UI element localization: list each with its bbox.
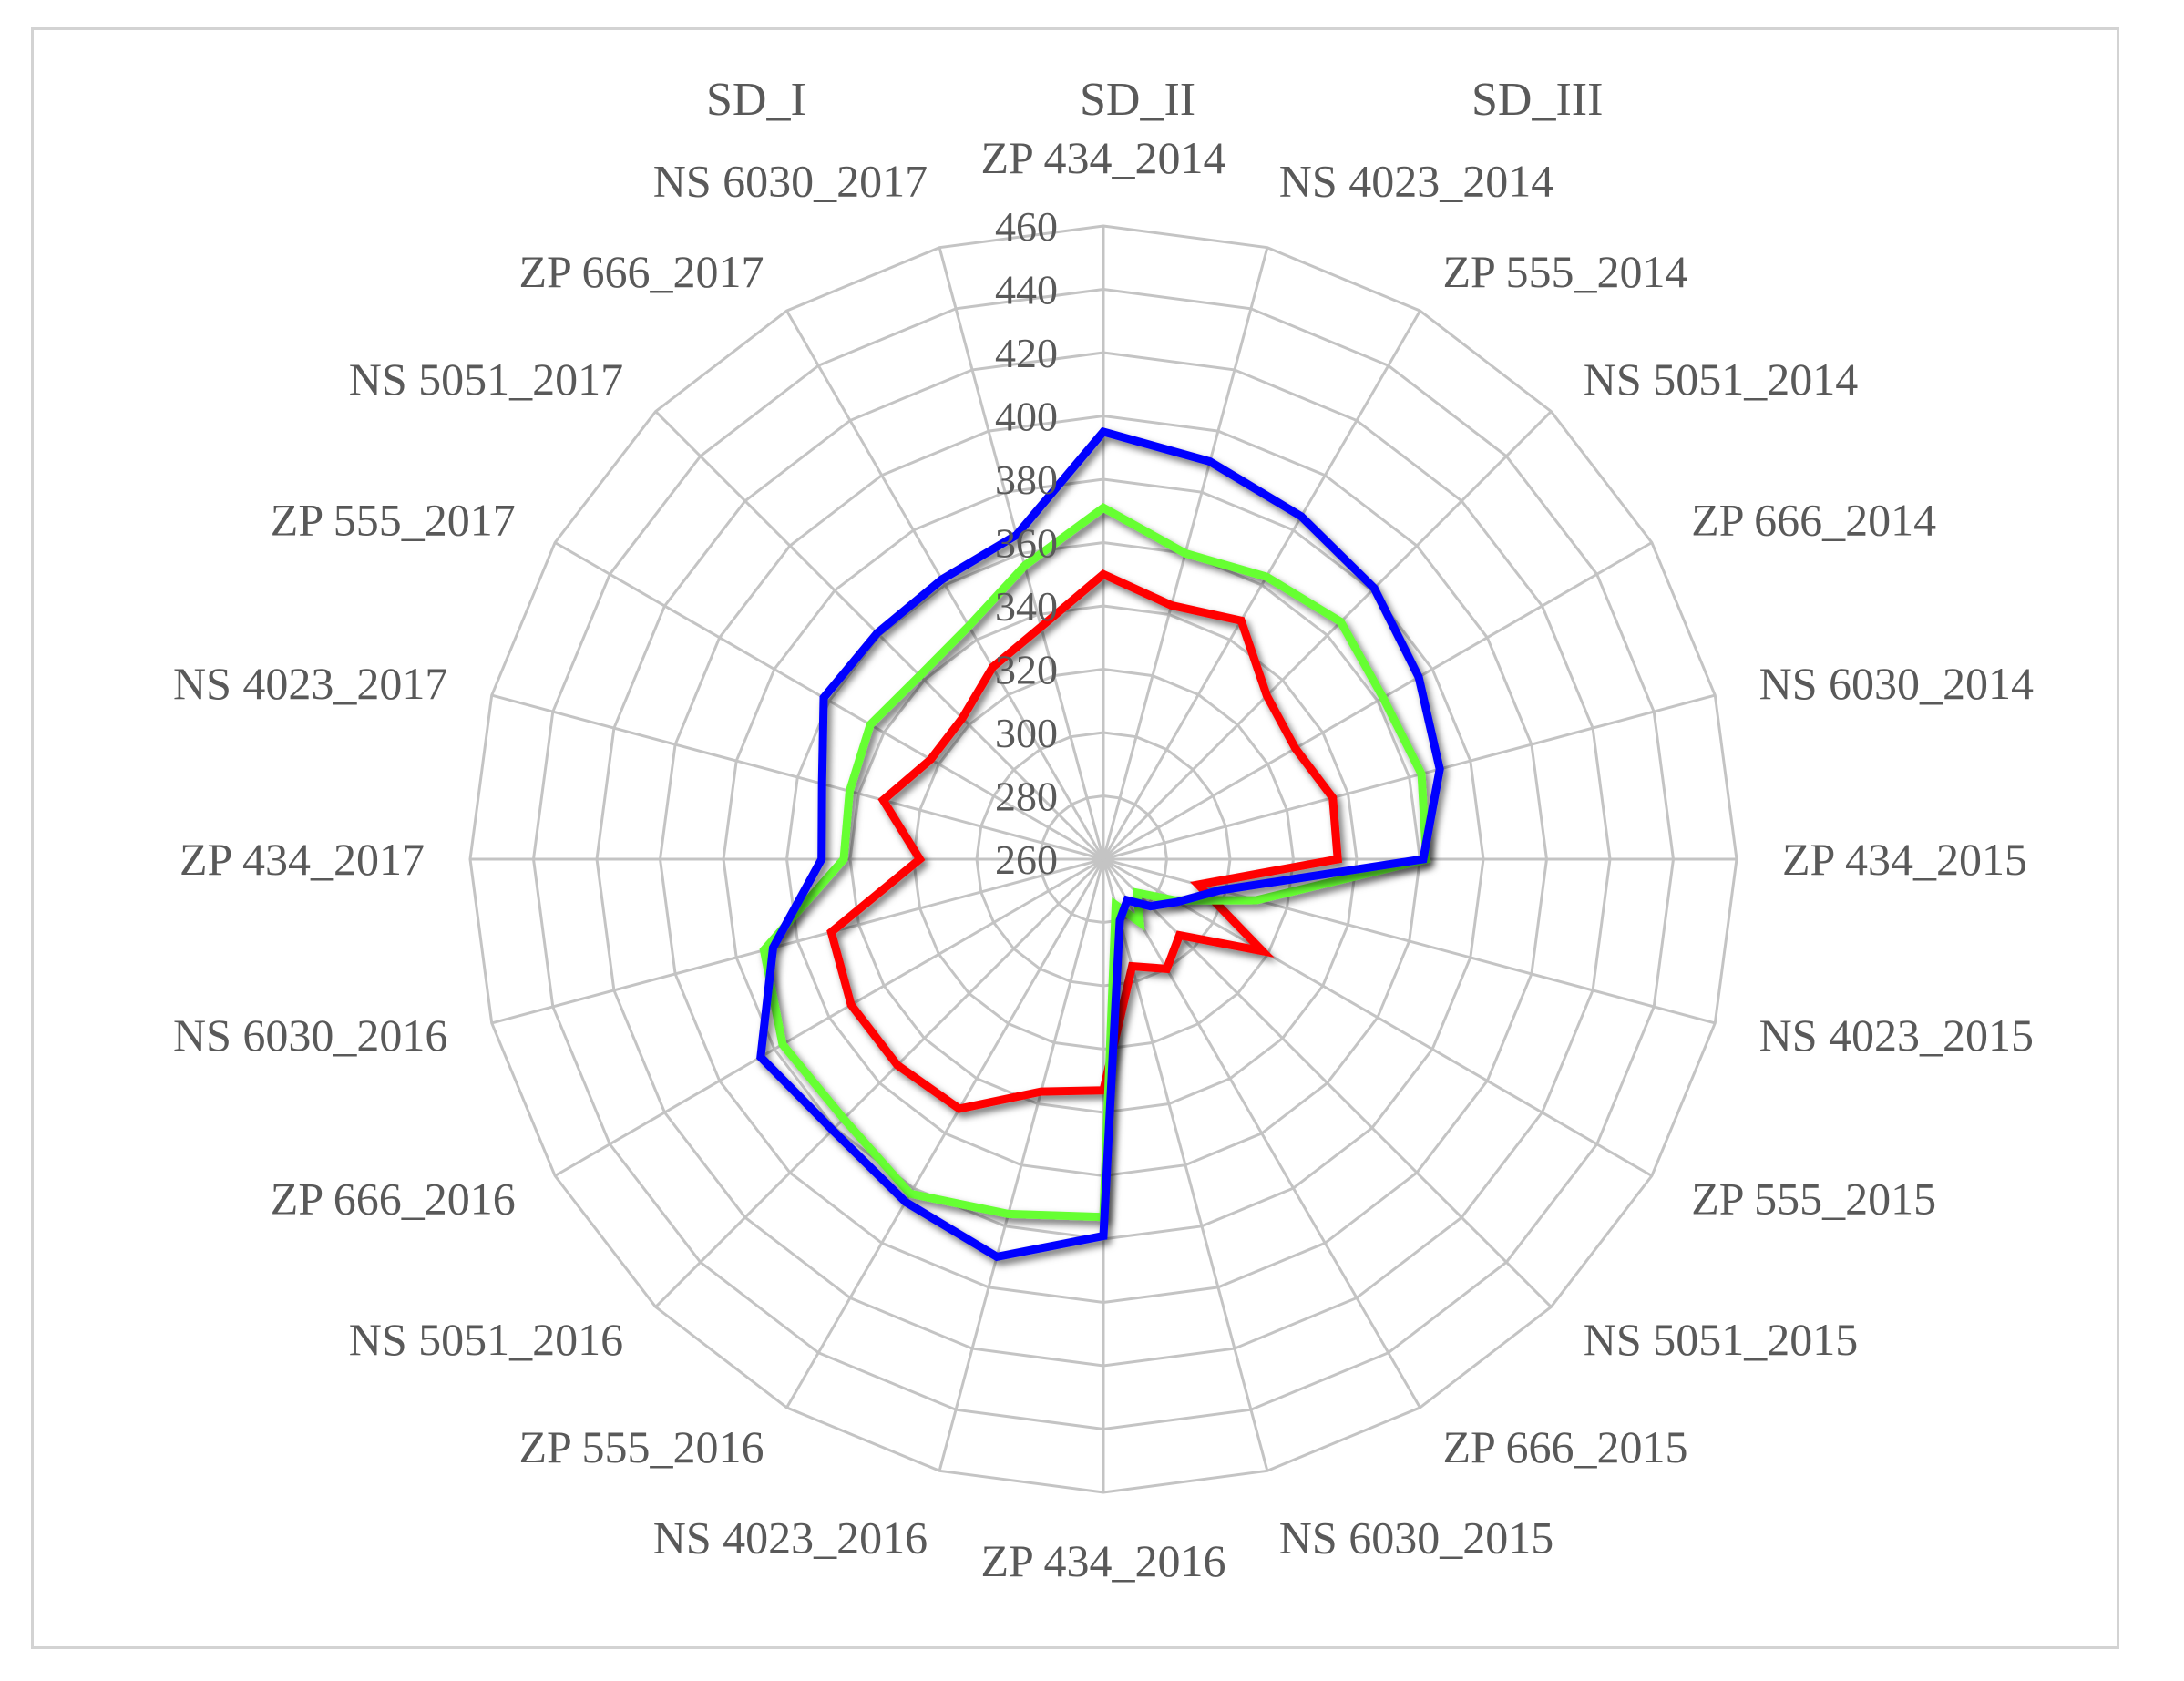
category-label: NS 4023_2016 bbox=[653, 1512, 928, 1563]
category-label: NS 4023_2015 bbox=[1759, 1010, 2034, 1061]
category-label: ZP 666_2014 bbox=[1691, 495, 1936, 546]
grid-spoke bbox=[1102, 310, 1421, 860]
series-line-sd-i bbox=[826, 569, 1343, 1113]
grid-spoke bbox=[1102, 693, 1716, 861]
grid-spoke bbox=[785, 858, 1105, 1409]
category-label: ZP 434_2016 bbox=[981, 1535, 1226, 1586]
legend: SD_I SD_II SD_III bbox=[608, 74, 1603, 126]
category-label: ZP 666_2015 bbox=[1443, 1421, 1688, 1472]
category-labels: ZP 434_2014 NS 4023_2014 ZP 555_2014 NS 505… bbox=[173, 132, 2034, 1586]
category-label: ZP 555_2015 bbox=[1691, 1174, 1936, 1225]
grid-spoke bbox=[491, 857, 1104, 1025]
tick-label: 340 bbox=[995, 583, 1058, 630]
grid-spoke bbox=[491, 693, 1104, 861]
category-label: ZP 555_2017 bbox=[271, 495, 516, 546]
grid-spoke bbox=[654, 857, 1105, 1308]
grid-spoke bbox=[1102, 858, 1269, 1471]
category-label: NS 5051_2014 bbox=[1584, 354, 1858, 405]
grid-spoke bbox=[1102, 410, 1553, 861]
tick-label: 300 bbox=[995, 710, 1058, 756]
grid-spoke bbox=[938, 858, 1105, 1471]
category-label: NS 4023_2014 bbox=[1279, 155, 1553, 206]
tick-label: 440 bbox=[995, 267, 1058, 313]
grid-spoke bbox=[1102, 858, 1421, 1409]
category-label: NS 4023_2017 bbox=[173, 658, 447, 709]
radar-chart: ZP 434_2014 NS 4023_2014 ZP 555_2014 NS 505… bbox=[173, 74, 2034, 1586]
category-label: ZP 555_2016 bbox=[519, 1421, 764, 1472]
category-label: NS 6030_2015 bbox=[1279, 1512, 1553, 1563]
category-label: NS 6030_2016 bbox=[173, 1010, 447, 1061]
category-label: NS 6030_2017 bbox=[653, 155, 928, 206]
grid-spoke bbox=[938, 247, 1105, 860]
category-label: ZP 434_2015 bbox=[1782, 834, 2027, 885]
legend-label: SD_I bbox=[706, 74, 806, 126]
tick-label: 360 bbox=[995, 520, 1058, 567]
category-label: ZP 555_2014 bbox=[1443, 246, 1688, 297]
category-label: ZP 666_2016 bbox=[271, 1174, 516, 1225]
category-label: NS 6030_2014 bbox=[1759, 658, 2034, 709]
radial-tick-labels: 260 280 300 320 340 360 380 400 420 440 460 bbox=[995, 203, 1058, 883]
category-label: ZP 434_2017 bbox=[179, 834, 425, 885]
legend-label: SD_III bbox=[1471, 74, 1603, 126]
grid-spoke bbox=[554, 541, 1104, 861]
tick-label: 380 bbox=[995, 456, 1058, 503]
tick-label: 320 bbox=[995, 647, 1058, 693]
grid-spoke bbox=[1102, 857, 1653, 1177]
series-lines bbox=[756, 426, 1444, 1262]
tick-label: 400 bbox=[995, 394, 1058, 440]
tick-label: 420 bbox=[995, 330, 1058, 376]
category-label: ZP 434_2014 bbox=[981, 132, 1226, 183]
series-line-sd-iii bbox=[756, 426, 1444, 1262]
chart-frame: ZP 434_2014 NS 4023_2014 ZP 555_2014 NS 505… bbox=[31, 27, 2119, 1649]
category-label: ZP 666_2017 bbox=[519, 246, 764, 297]
grid-spoke bbox=[554, 857, 1104, 1177]
category-label: NS 5051_2016 bbox=[349, 1314, 623, 1365]
category-label: NS 5051_2015 bbox=[1584, 1314, 1858, 1365]
legend-label: SD_II bbox=[1080, 74, 1195, 126]
category-label: NS 5051_2017 bbox=[349, 354, 623, 405]
grid-spoke bbox=[785, 310, 1105, 860]
tick-label: 260 bbox=[995, 836, 1058, 883]
radar-grid bbox=[468, 224, 1738, 1494]
tick-label: 280 bbox=[995, 774, 1058, 820]
grid-spoke bbox=[1102, 541, 1653, 861]
tick-label: 460 bbox=[995, 203, 1058, 250]
